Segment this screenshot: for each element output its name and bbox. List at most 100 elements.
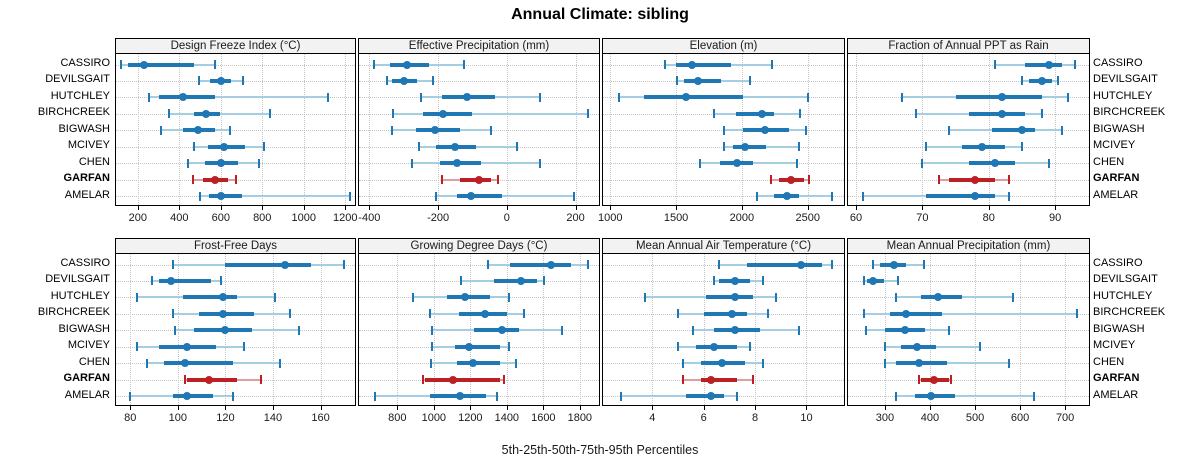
median-dot bbox=[694, 76, 703, 85]
whisker-cap-5th bbox=[682, 375, 685, 385]
whisker-cap-95th bbox=[258, 158, 261, 168]
whisker-cap-95th bbox=[798, 109, 801, 119]
x-axis-tick-label: 8 bbox=[752, 412, 759, 424]
median-dot bbox=[900, 326, 909, 335]
whisker-cap-95th bbox=[538, 158, 541, 168]
median-dot bbox=[930, 375, 939, 384]
median-dot bbox=[166, 276, 175, 285]
whisker-cap-95th bbox=[514, 358, 517, 368]
range-25-75 bbox=[173, 394, 214, 399]
whisker-cap-95th bbox=[213, 60, 216, 69]
site-label-left: AMELAR bbox=[64, 188, 110, 201]
whisker-cap-5th bbox=[421, 375, 424, 385]
row-guide-line bbox=[848, 379, 1089, 381]
whisker-cap-95th bbox=[219, 276, 222, 286]
x-axis-tick-label: -400 bbox=[358, 212, 381, 224]
whisker-cap-5th bbox=[186, 158, 189, 168]
range-25-75 bbox=[456, 194, 502, 199]
x-axis-tick-label: 200 bbox=[128, 212, 147, 224]
whisker-cap-95th bbox=[1067, 92, 1070, 102]
x-axis-tick bbox=[225, 406, 227, 410]
whisker-cap-5th bbox=[769, 175, 772, 185]
range-25-75 bbox=[736, 111, 775, 116]
median-dot bbox=[783, 192, 792, 201]
range-25-75 bbox=[703, 311, 748, 316]
panel-strip: Growing Degree Days (°C) bbox=[358, 238, 600, 254]
whisker-cap-5th bbox=[994, 60, 997, 69]
range-25-75 bbox=[158, 278, 212, 283]
x-axis-tick bbox=[320, 406, 322, 410]
whisker-cap-5th bbox=[618, 92, 621, 102]
x-axis-tick bbox=[137, 206, 139, 210]
page-title: Annual Climate: sibling bbox=[511, 6, 689, 23]
whisker-cap-95th bbox=[761, 276, 764, 286]
median-dot bbox=[183, 342, 192, 351]
panel-plot bbox=[358, 253, 600, 406]
range-25-75 bbox=[454, 344, 500, 349]
x-axis-tick bbox=[579, 406, 581, 410]
whisker-cap-5th bbox=[145, 358, 148, 368]
median-dot bbox=[707, 375, 716, 384]
x-axis-tick-label: 90 bbox=[1049, 212, 1062, 224]
median-dot bbox=[219, 142, 228, 151]
x-axis-tick bbox=[975, 406, 977, 410]
median-dot bbox=[179, 93, 188, 102]
row-guide-line bbox=[116, 280, 355, 282]
whisker-cap-5th bbox=[199, 191, 202, 201]
panel-strip: Fraction of Annual PPT as Rain bbox=[847, 38, 1090, 54]
whisker-cap-95th bbox=[326, 92, 329, 102]
range-5-95 bbox=[436, 195, 574, 198]
x-axis-tick-label: 300 bbox=[875, 412, 895, 424]
site-label-right: GARFAN bbox=[1093, 172, 1140, 185]
whisker-cap-5th bbox=[924, 142, 927, 152]
x-axis-tick-label: 600 bbox=[211, 212, 230, 224]
x-axis-tick bbox=[703, 406, 705, 410]
whisker-cap-95th bbox=[560, 325, 563, 335]
site-label-left: CHEN bbox=[78, 355, 110, 368]
x-axis-tick-label: 1500 bbox=[663, 212, 689, 224]
median-dot bbox=[219, 309, 227, 318]
whisker-cap-5th bbox=[872, 260, 875, 269]
range-25-75 bbox=[747, 262, 822, 267]
median-dot bbox=[469, 359, 478, 368]
x-axis-tick bbox=[397, 406, 399, 410]
site-label-left: HUTCHLEY bbox=[50, 89, 110, 102]
median-dot bbox=[183, 392, 192, 401]
whisker-cap-5th bbox=[883, 342, 886, 352]
x-axis-tick-label: 60 bbox=[849, 212, 863, 224]
whisker-cap-95th bbox=[229, 125, 232, 135]
median-dot bbox=[480, 309, 489, 318]
range-25-75 bbox=[456, 361, 501, 366]
whisker-cap-95th bbox=[1074, 60, 1077, 69]
whisker-cap-5th bbox=[712, 109, 715, 119]
whisker-cap-5th bbox=[863, 309, 866, 319]
x-axis-tick bbox=[272, 406, 274, 410]
median-dot bbox=[971, 192, 980, 201]
range-5-95 bbox=[864, 312, 1078, 315]
median-dot bbox=[204, 375, 213, 384]
whisker-cap-95th bbox=[1007, 175, 1010, 185]
x-axis-tick-label: 500 bbox=[965, 412, 985, 424]
whisker-cap-5th bbox=[411, 292, 414, 302]
range-5-95 bbox=[393, 112, 588, 115]
whisker-cap-95th bbox=[231, 391, 234, 401]
median-dot bbox=[971, 175, 980, 184]
median-dot bbox=[933, 293, 942, 302]
x-axis-tick-label: 1000 bbox=[421, 412, 447, 424]
row-guide-line bbox=[848, 264, 1089, 266]
whisker-cap-5th bbox=[894, 292, 897, 302]
median-dot bbox=[741, 142, 750, 151]
x-axis-tick bbox=[1055, 206, 1057, 210]
gridline bbox=[369, 54, 371, 205]
panel-strip: Effective Precipitation (mm) bbox=[358, 38, 600, 54]
x-axis-tick-label: 200 bbox=[566, 212, 585, 224]
row-guide-line bbox=[848, 80, 1089, 82]
median-dot bbox=[202, 109, 211, 118]
x-axis-tick bbox=[755, 406, 757, 410]
x-axis-tick bbox=[575, 206, 577, 210]
median-dot bbox=[998, 109, 1007, 118]
site-label-right: CASSIRO bbox=[1093, 257, 1143, 269]
panel-strip: Frost-Free Days bbox=[115, 238, 356, 254]
site-label-left: MCIVEY bbox=[67, 139, 110, 152]
range-25-75 bbox=[209, 194, 242, 199]
